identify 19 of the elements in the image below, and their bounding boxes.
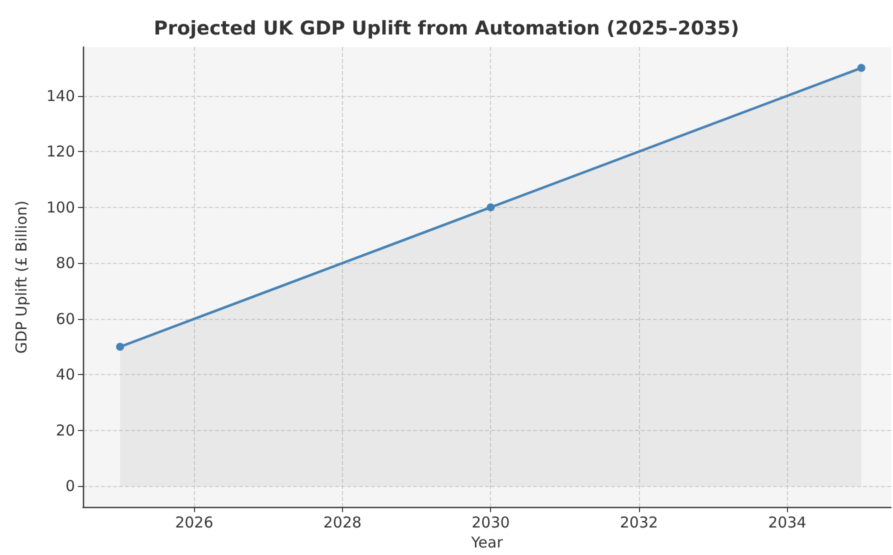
y-tick-label: 20 bbox=[56, 421, 75, 440]
x-tick-label: 2030 bbox=[472, 514, 510, 532]
y-tick-label: 100 bbox=[46, 198, 75, 216]
y-tick-label: 80 bbox=[56, 254, 75, 272]
y-tick-label: 120 bbox=[46, 142, 75, 161]
x-axis-title: Year bbox=[470, 534, 504, 552]
y-tick-label: 0 bbox=[65, 477, 75, 496]
x-tick-label: 2032 bbox=[620, 514, 658, 532]
x-tick-label: 2034 bbox=[768, 514, 806, 532]
point bbox=[116, 342, 124, 351]
y-tick-label: 40 bbox=[56, 366, 75, 384]
chart-title: Projected UK GDP Uplift from Automation (2025–2035) bbox=[154, 18, 740, 40]
y-axis-title: GDP Uplift (£ Billion) bbox=[12, 200, 30, 354]
point bbox=[857, 64, 866, 72]
x-tick-label: 2028 bbox=[323, 514, 362, 532]
y-tick-label: 140 bbox=[46, 86, 75, 105]
point bbox=[486, 203, 495, 212]
x-tick-label: 2026 bbox=[175, 514, 214, 532]
y-tick-label: 60 bbox=[56, 310, 75, 328]
